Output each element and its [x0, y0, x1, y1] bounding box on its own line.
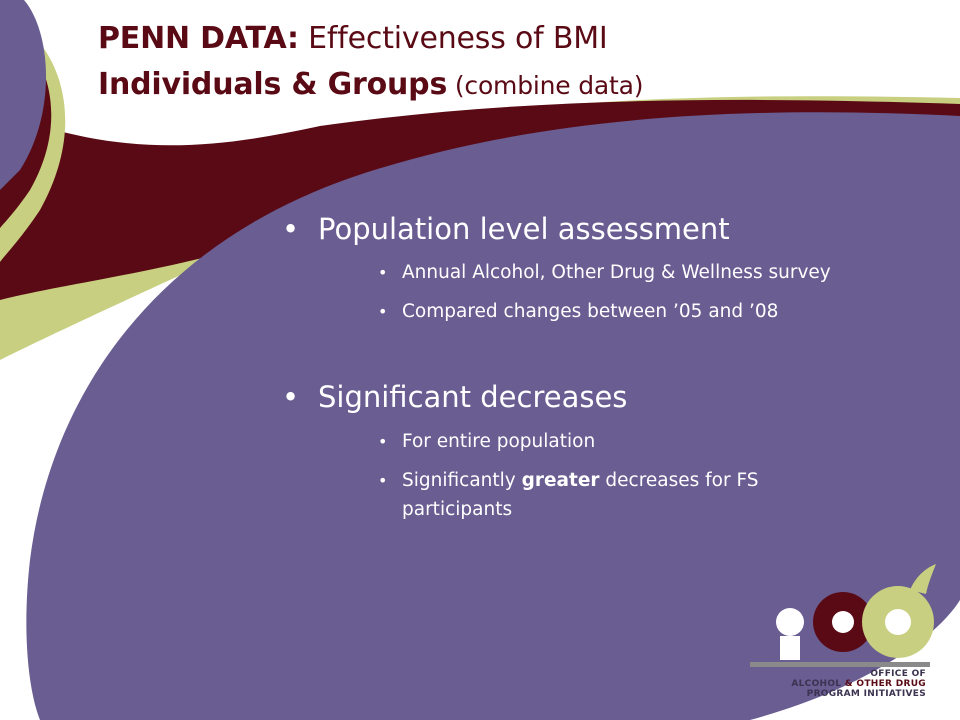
slide-title-line1: PENN DATA: Effectiveness of BMI [98, 20, 608, 58]
sub-bullet-annual-survey: • Annual Alcohol, Other Drug & Wellness … [378, 258, 831, 287]
bullet-label: Population level assessment [318, 212, 730, 246]
bullet-significant-decreases: • Significant decreases [282, 379, 627, 415]
title-rest-part: Effectiveness of BMI [298, 21, 608, 56]
oaodpi-logo-icon [750, 564, 936, 667]
subtitle-rest-part: (combine data) [447, 71, 644, 100]
purple-shape [26, 112, 960, 720]
sub-bullet-dot: • [378, 263, 388, 282]
bullet-dot: • [282, 380, 300, 414]
sub-bullet-dot: • [378, 302, 388, 321]
maroon-swoosh [0, 99, 960, 300]
emphasis-suffix: decreases for FS participants [402, 470, 759, 520]
emphasis-prefix: Significantly [402, 470, 522, 491]
bullet-population-assessment: • Population level assessment [282, 211, 730, 247]
logo-line-office: OFFICE OF [870, 669, 926, 679]
bullet-label: Significant decreases [318, 380, 628, 414]
sub-bullet-label: Annual Alcohol, Other Drug & Wellness su… [402, 262, 831, 283]
sub-bullet-label: For entire population [402, 431, 596, 452]
subtitle-bold-part: Individuals & Groups [98, 67, 448, 102]
logo-text: OFFICE OF ALCOHOL & OTHER DRUG PROGRAM I… [791, 669, 926, 699]
logo-alcohol-word: ALCOHOL [791, 679, 845, 689]
sub-bullet-greater-decreases: • Significantly greater decreases for FS… [378, 466, 818, 524]
bullet-dot: • [282, 212, 300, 246]
logo-line-alcohol: ALCOHOL & OTHER DRUG [791, 679, 926, 689]
logo-other-drug: & OTHER DRUG [844, 679, 926, 689]
logo-line-program: PROGRAM INITIATIVES [806, 689, 926, 699]
slide-title-line2: Individuals & Groups (combine data) [98, 66, 643, 105]
sub-bullet-dot: • [378, 432, 388, 451]
sub-bullet-dot: • [378, 471, 388, 490]
sub-bullet-label: Significantly greater decreases for FS p… [402, 466, 818, 524]
emphasis-bold-word: greater [521, 470, 600, 491]
sub-bullet-compared-changes: • Compared changes between ’05 and ’08 [378, 297, 778, 326]
sub-bullet-label: Compared changes between ’05 and ’08 [402, 301, 779, 322]
title-bold-part: PENN DATA: [98, 21, 299, 56]
sub-bullet-entire-population: • For entire population [378, 427, 595, 456]
purple-corner [0, 0, 47, 190]
